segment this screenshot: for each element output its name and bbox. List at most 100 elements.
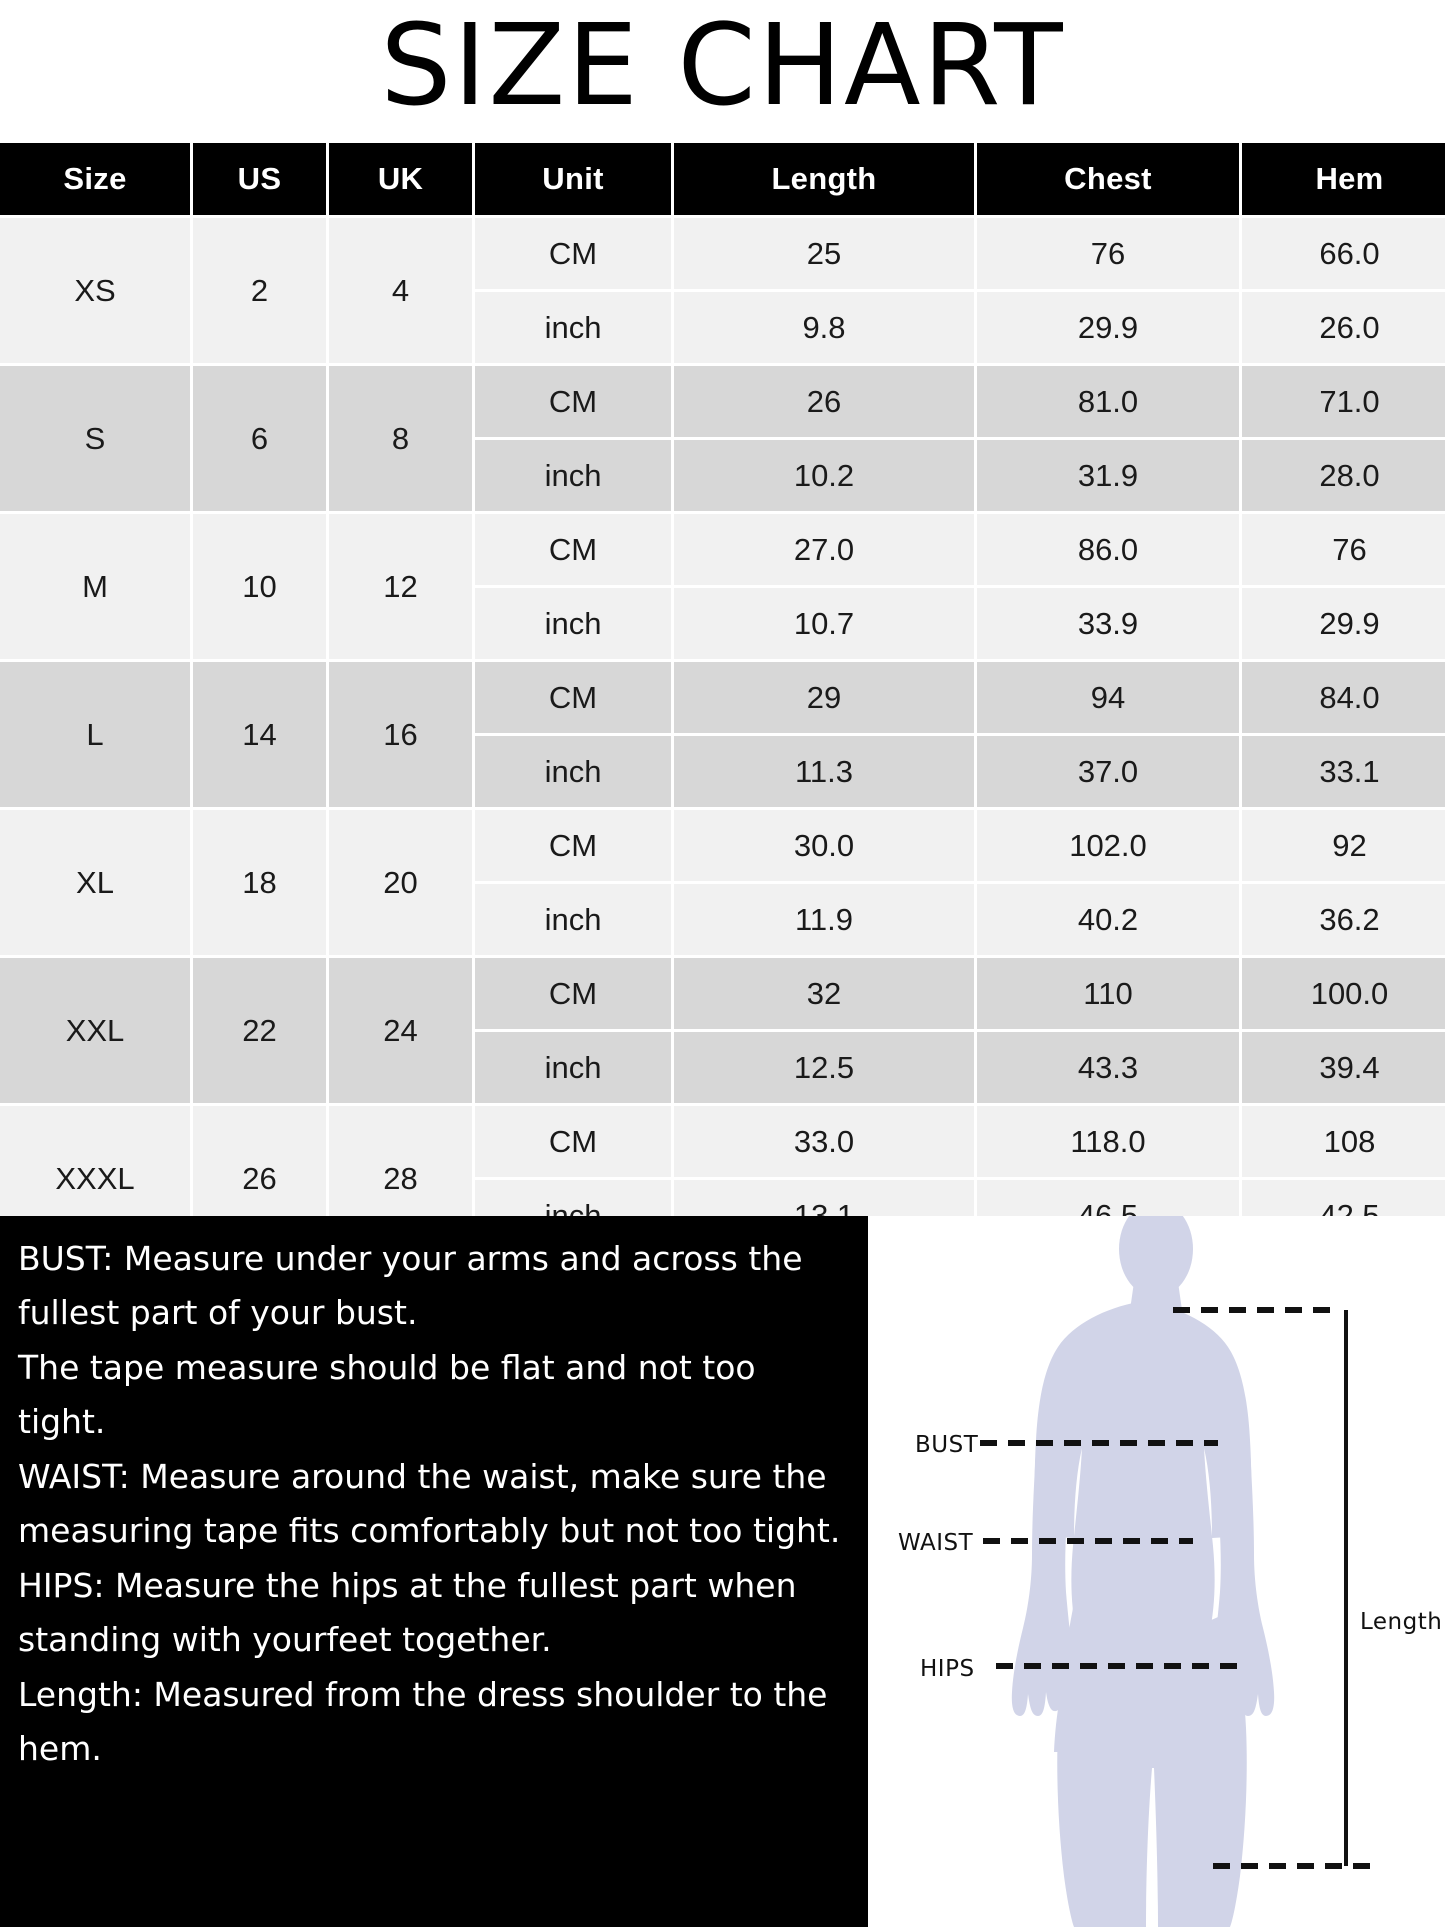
cell-unit: CM [475,218,671,289]
cell-unit: inch [475,884,671,955]
cell-chest: 43.3 [977,1032,1239,1103]
cell-us: 14 [193,662,326,807]
cell-uk: 20 [329,810,472,955]
cell-length: 26 [674,366,974,437]
table-row: XL 18 20 CM 30.0 102.0 92 [0,810,1445,955]
cell-hem: 39.4 [1242,1032,1445,1103]
cell-chest: 40.2 [977,884,1239,955]
table-row: inch 9.8 29.9 26.0 [0,292,1445,363]
size-chart-table: Size US UK Unit Length Chest Hem XS 2 4 … [0,140,1445,1254]
cell-us: 6 [193,366,326,511]
table-row: L 14 16 CM 29 94 84.0 [0,662,1445,807]
cell-length: 9.8 [674,292,974,363]
cell-hem: 71.0 [1242,366,1445,437]
female-silhouette-diagram [980,1216,1373,1927]
cell-chest: 29.9 [977,292,1239,363]
table-row: M 10 12 CM 27.0 86.0 76 [0,514,1445,659]
note-length: Length: Measured from the dress shoulder… [18,1674,828,1768]
body-silhouette-icon [1011,1216,1275,1927]
cell-chest: 76 [977,218,1239,289]
cell-uk: 12 [329,514,472,659]
cell-chest: 110 [977,958,1239,1029]
cell-length: 11.9 [674,884,974,955]
cell-length: 33.0 [674,1106,974,1177]
table-row: inch 12.5 43.3 39.4 [0,1032,1445,1103]
cell-chest: 33.9 [977,588,1239,659]
header-chest: Chest [977,143,1239,215]
cell-unit: CM [475,514,671,585]
table-row: inch 10.2 31.9 28.0 [0,440,1445,511]
table-header: Size US UK Unit Length Chest Hem [0,143,1445,215]
cell-size: XXL [0,958,190,1103]
cell-hem: 84.0 [1242,662,1445,733]
cell-us: 10 [193,514,326,659]
table-row: inch 11.3 37.0 33.1 [0,736,1445,807]
header-us: US [193,143,326,215]
cell-hem: 76 [1242,514,1445,585]
cell-us: 18 [193,810,326,955]
cell-size: M [0,514,190,659]
cell-length: 10.2 [674,440,974,511]
figure-label-bust: BUST [915,1432,979,1458]
cell-uk: 16 [329,662,472,807]
cell-hem: 33.1 [1242,736,1445,807]
cell-uk: 4 [329,218,472,363]
cell-uk: 8 [329,366,472,511]
table-row: inch 10.7 33.9 29.9 [0,588,1445,659]
page-title: SIZE CHART [380,1,1065,131]
cell-length: 32 [674,958,974,1029]
note-tape: The tape measure should be flat and not … [18,1347,756,1442]
header-size: Size [0,143,190,215]
cell-hem: 26.0 [1242,292,1445,363]
note-hips: HIPS: Measure the hips at the fullest pa… [18,1565,797,1660]
cell-unit: CM [475,1106,671,1177]
header-unit: Unit [475,143,671,215]
cell-length: 12.5 [674,1032,974,1103]
cell-length: 10.7 [674,588,974,659]
cell-hem: 36.2 [1242,884,1445,955]
cell-length: 29 [674,662,974,733]
header-hem: Hem [1242,143,1445,215]
cell-chest: 37.0 [977,736,1239,807]
table-row: XXL 22 24 CM 32 110 100.0 [0,958,1445,1103]
cell-chest: 94 [977,662,1239,733]
cell-unit: inch [475,736,671,807]
table-body: XS 2 4 CM 25 76 66.0 inch 9.8 29.9 26.0 … [0,218,1445,1251]
header-uk: UK [329,143,472,215]
cell-unit: CM [475,958,671,1029]
cell-unit: CM [475,366,671,437]
table-row: inch 11.9 40.2 36.2 [0,884,1445,955]
measurement-notes: BUST: Measure under your arms and across… [0,1216,868,1927]
cell-chest: 31.9 [977,440,1239,511]
cell-unit: CM [475,662,671,733]
cell-length: 11.3 [674,736,974,807]
cell-us: 2 [193,218,326,363]
figure-label-waist: WAIST [898,1530,974,1556]
cell-unit: CM [475,810,671,881]
cell-chest: 81.0 [977,366,1239,437]
cell-unit: inch [475,292,671,363]
cell-chest: 118.0 [977,1106,1239,1177]
cell-hem: 29.9 [1242,588,1445,659]
table-row: XXXL 26 28 CM 33.0 118.0 108 [0,1106,1445,1251]
cell-hem: 108 [1242,1106,1445,1177]
header-length: Length [674,143,974,215]
cell-chest: 102.0 [977,810,1239,881]
cell-size: XS [0,218,190,363]
note-waist: WAIST: Measure around the waist, make su… [18,1456,841,1551]
note-bust: BUST: Measure under your arms and across… [18,1239,803,1333]
table-row: S 6 8 CM 26 81.0 71.0 [0,366,1445,511]
measurement-guide-section: BUST: Measure under your arms and across… [0,1216,1445,1927]
measurement-figure: BUST WAIST HIPS Length [868,1216,1445,1927]
cell-size: S [0,366,190,511]
cell-hem: 100.0 [1242,958,1445,1029]
cell-uk: 24 [329,958,472,1103]
cell-us: 22 [193,958,326,1103]
cell-hem: 92 [1242,810,1445,881]
table-row: XS 2 4 CM 25 76 66.0 [0,218,1445,363]
figure-label-hips: HIPS [920,1656,975,1682]
cell-length: 25 [674,218,974,289]
cell-size: XL [0,810,190,955]
cell-unit: inch [475,440,671,511]
